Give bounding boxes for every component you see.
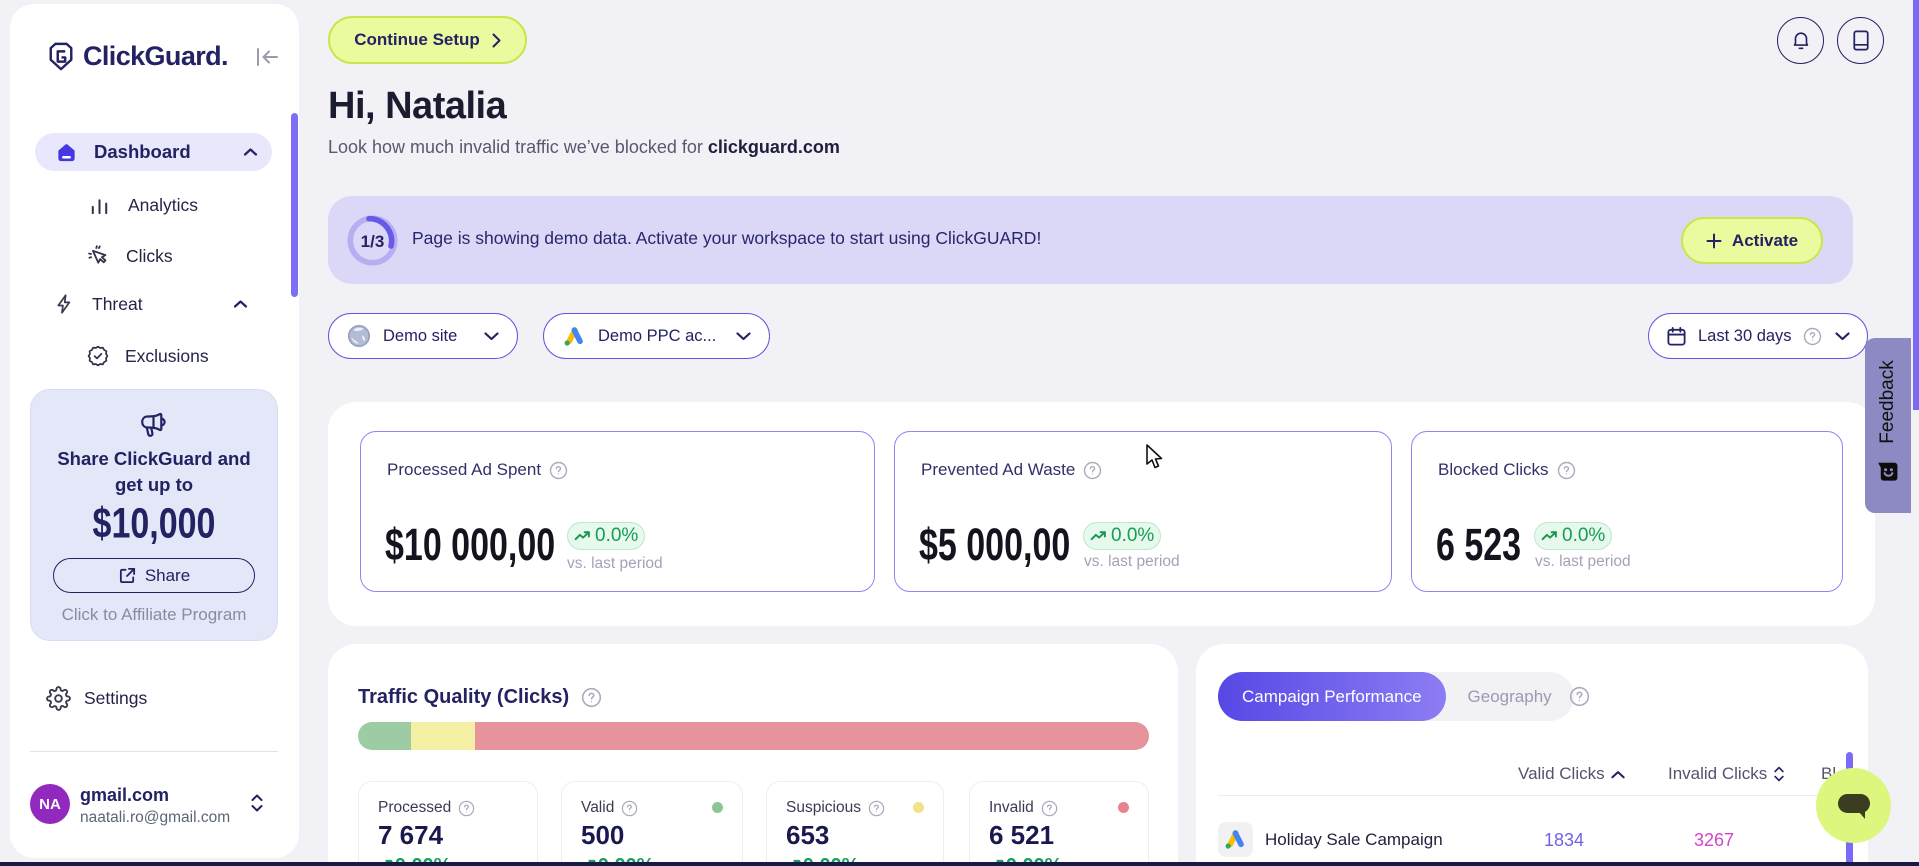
svg-text:1/3: 1/3 — [361, 232, 385, 251]
